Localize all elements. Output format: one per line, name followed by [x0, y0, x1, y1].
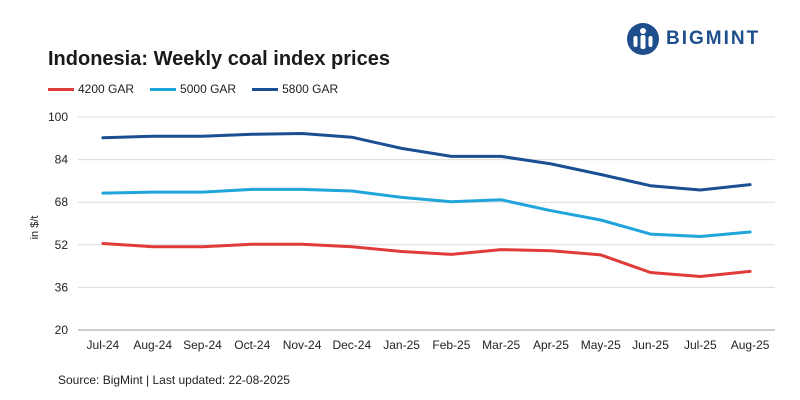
- x-tick-label: Dec-24: [332, 338, 371, 352]
- x-tick-label: Feb-25: [432, 338, 470, 352]
- legend-label: 5000 GAR: [180, 82, 237, 96]
- chart-title: Indonesia: Weekly coal index prices: [48, 48, 390, 70]
- legend-label: 4200 GAR: [78, 82, 135, 96]
- y-tick-label: 84: [55, 153, 69, 167]
- x-tick-label: Mar-25: [482, 338, 520, 352]
- y-tick-label: 68: [55, 195, 69, 209]
- x-tick-label: Aug-24: [133, 338, 172, 352]
- y-tick-label: 36: [55, 280, 69, 294]
- brand-logo: BIGMINT: [626, 22, 760, 56]
- y-tick-label: 100: [48, 110, 68, 124]
- x-tick-label: Jun-25: [632, 338, 669, 352]
- x-tick-label: Sep-24: [183, 338, 222, 352]
- legend-swatch: [150, 87, 177, 91]
- x-tick-label: Oct-24: [234, 338, 270, 352]
- x-tick-label: Jul-24: [87, 338, 120, 352]
- y-tick-label: 52: [55, 238, 69, 252]
- legend-item: 5800 GAR: [252, 82, 338, 96]
- legend-item: 4200 GAR: [48, 82, 134, 96]
- x-tick-label: May-25: [581, 338, 621, 352]
- source-footer: Source: BigMint | Last updated: 22-08-20…: [58, 373, 290, 387]
- legend-swatch: [252, 87, 279, 91]
- series-line-1: [101, 187, 752, 238]
- x-tick-label: Jan-25: [383, 338, 420, 352]
- legend-label: 5800 GAR: [282, 82, 339, 96]
- chart-legend: 4200 GAR 5000 GAR 5800 GAR: [48, 80, 354, 98]
- series-line-2: [101, 132, 752, 192]
- y-axis-label: in $/t: [29, 216, 41, 240]
- legend-item: 5000 GAR: [150, 82, 236, 96]
- brand-name: BIGMINT: [666, 28, 761, 49]
- series-line-0: [101, 242, 752, 278]
- x-tick-label: Jul-25: [684, 338, 717, 352]
- x-tick-label: Nov-24: [283, 338, 322, 352]
- bigmint-logo-icon: [627, 23, 659, 55]
- y-tick-label: 20: [55, 323, 69, 337]
- legend-swatch: [48, 87, 74, 91]
- x-tick-label: Apr-25: [533, 338, 569, 352]
- x-tick-label: Aug-25: [731, 338, 770, 352]
